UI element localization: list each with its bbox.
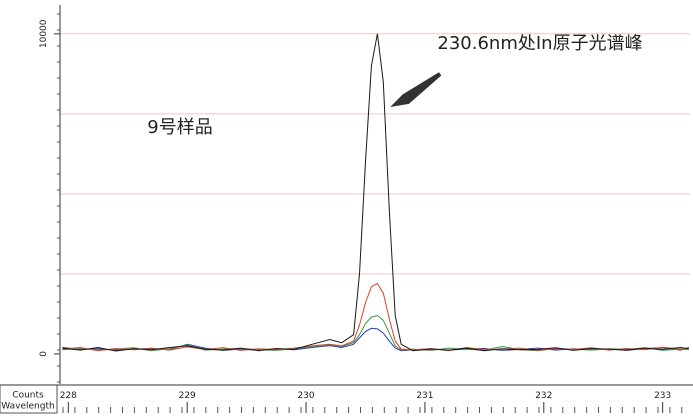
y-axis-label: Counts bbox=[12, 391, 44, 401]
annotation: 230.6nm处In原子光谱峰 bbox=[437, 33, 642, 54]
x-tick-label: 233 bbox=[654, 391, 671, 401]
annotation-arrow bbox=[390, 72, 442, 107]
x-tick-label: 229 bbox=[179, 391, 196, 401]
y-tick-label: 0 bbox=[39, 351, 49, 357]
spectrum-line bbox=[62, 282, 689, 352]
x-tick-label: 231 bbox=[416, 391, 433, 401]
spectrum-line bbox=[62, 33, 689, 352]
x-tick-label: 230 bbox=[297, 391, 314, 401]
x-axis-label: Wavelength bbox=[1, 402, 54, 412]
y-tick-label: 10000 bbox=[39, 19, 49, 48]
x-tick-label: 232 bbox=[535, 391, 552, 401]
x-tick-label: 228 bbox=[60, 391, 77, 401]
sample-label: 9号样品 bbox=[147, 117, 212, 138]
